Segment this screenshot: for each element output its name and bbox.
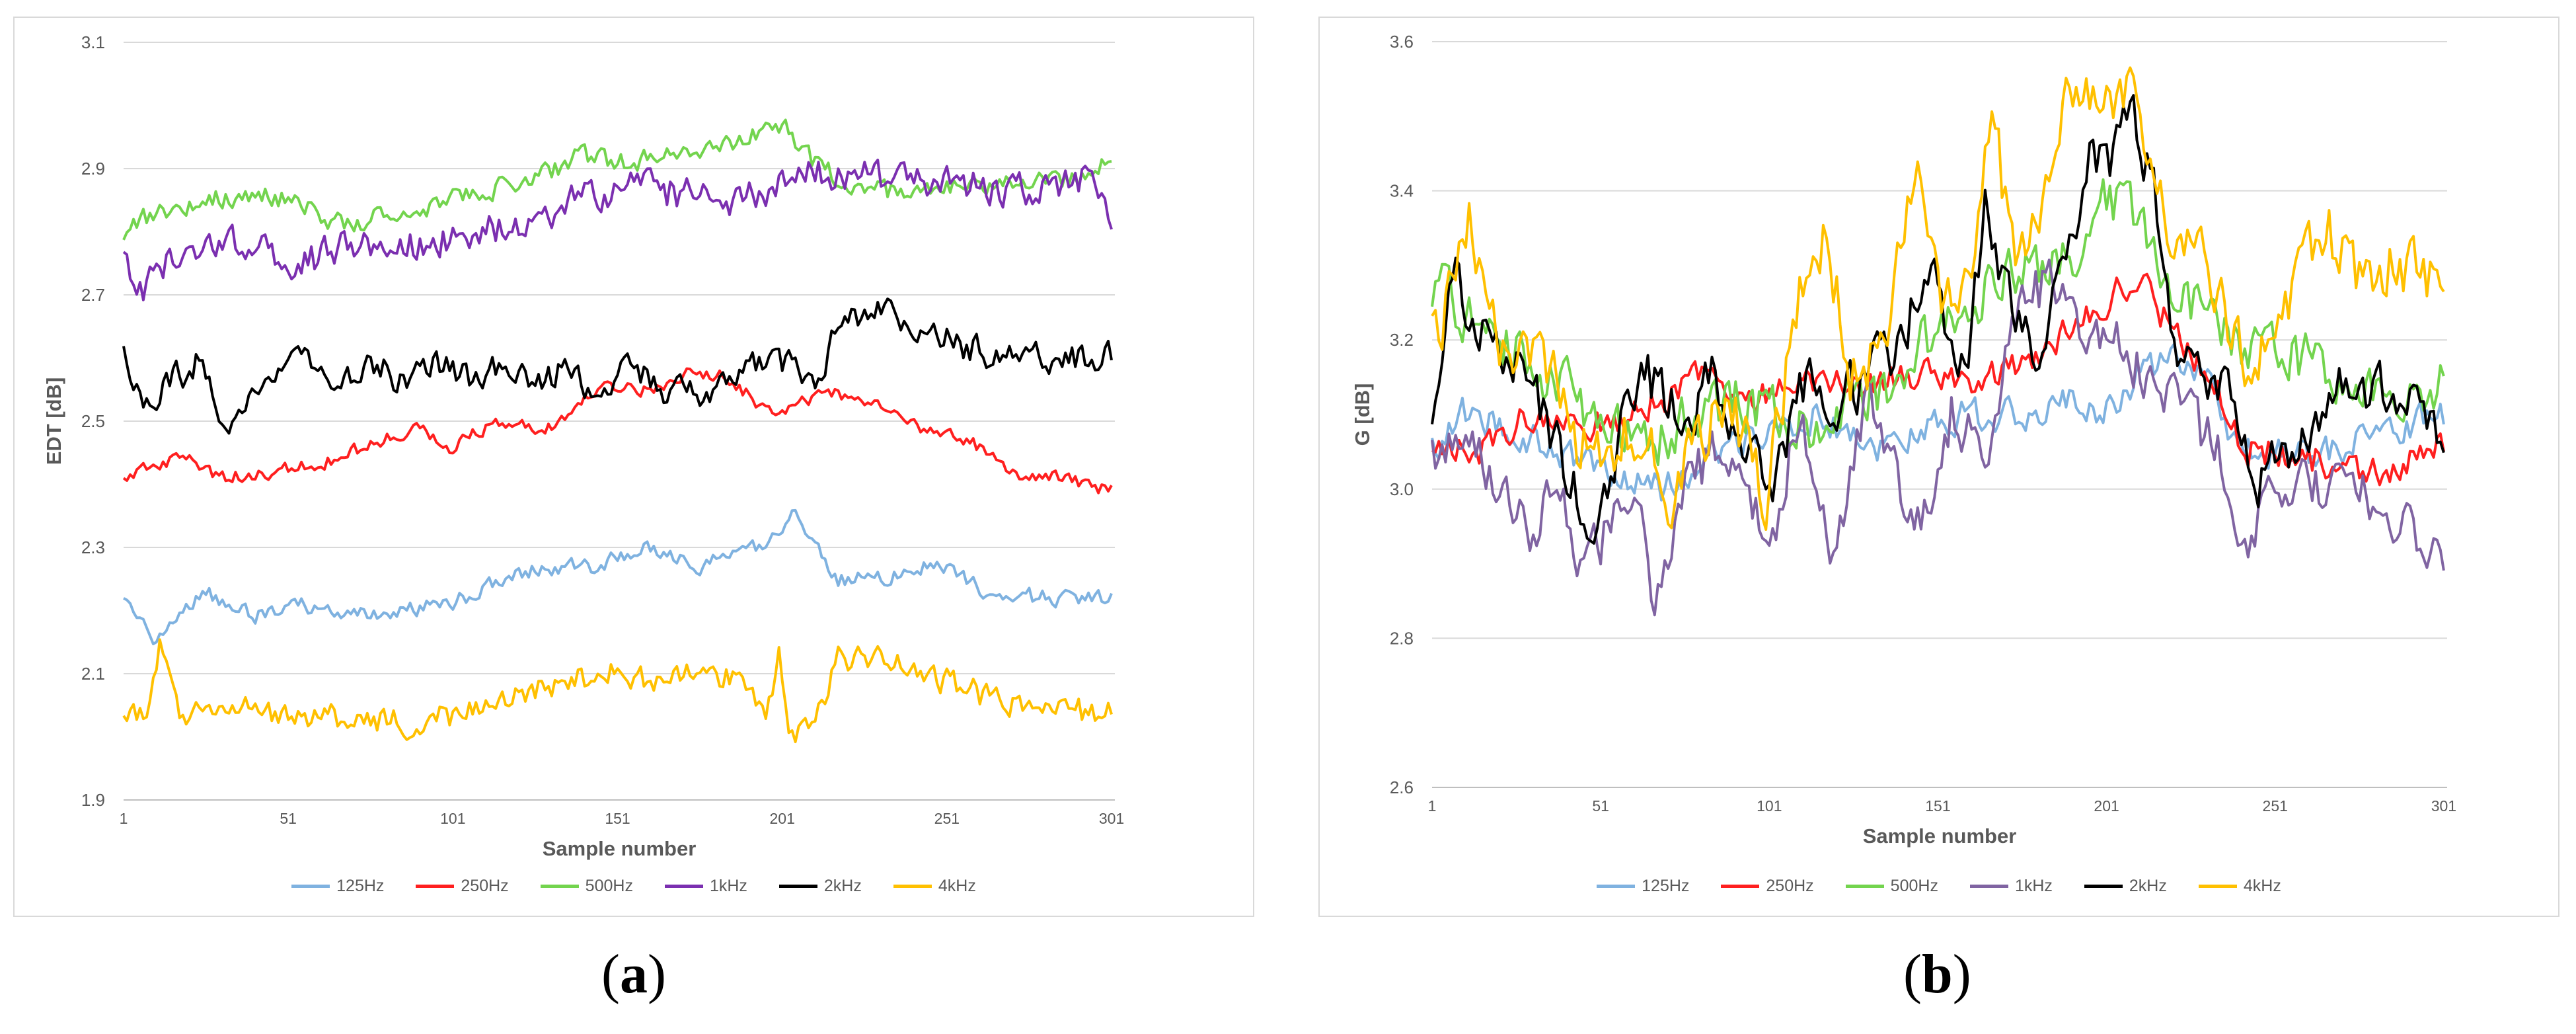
edt-y-tick-label: 2.9 — [81, 159, 105, 179]
legend-swatch — [778, 885, 817, 888]
edt-x-tick-label: 101 — [440, 810, 465, 827]
caption-b: (b) — [1903, 943, 1971, 1005]
edt-chart-panel: 1.9 2.1 2.3 2.5 2.7 2.9 3.1 1 51 101 151 201 251 301 S… — [13, 17, 1254, 917]
g-x-axis-label: Sample number — [1863, 824, 2017, 848]
g-series-4khz — [1431, 66, 2445, 531]
edt-legend-item-500hz: 500Hz — [540, 877, 633, 896]
legend-swatch — [893, 885, 932, 888]
g-y-tick-label: 2.6 — [1390, 777, 1414, 797]
edt-series-125hz — [123, 508, 1113, 645]
edt-x-tick-label: 301 — [1099, 810, 1124, 827]
legend-label: 250Hz — [1766, 877, 1814, 895]
edt-legend-item-1khz: 1kHz — [664, 877, 747, 896]
g-legend-item-250hz: 250Hz — [1721, 877, 1814, 896]
edt-series-1khz — [122, 159, 1113, 301]
edt-chart: 1.92.12.32.52.72.93.11 51 101 151 201 251 301S… — [42, 32, 1124, 860]
legend-label: 1kHz — [709, 877, 747, 895]
g-x-tick-label: 51 — [1592, 797, 1609, 815]
edt-y-tick-label: 1.9 — [81, 790, 105, 810]
g-chart-legend: 125Hz 250Hz 500Hz 1kHz 2kHz 4kHz — [1320, 877, 2558, 896]
g-y-tick-label: 3.4 — [1390, 181, 1414, 201]
edt-series-500hz — [122, 118, 1112, 241]
g-x-tick-label: 201 — [2094, 797, 2119, 815]
edt-y-tick-label: 2.3 — [81, 537, 105, 557]
legend-swatch — [540, 885, 579, 888]
g-x-tick-label: 251 — [2263, 797, 2288, 815]
legend-label: 4kHz — [2243, 877, 2281, 895]
legend-swatch — [1597, 885, 1636, 888]
edt-x-tick-label: 1 — [120, 810, 128, 827]
g-x-tick-label: 1 — [1428, 797, 1437, 815]
g-legend-item-4khz: 4kHz — [2198, 877, 2281, 896]
edt-series-250hz — [122, 367, 1113, 495]
g-y-tick-label: 2.8 — [1390, 628, 1414, 648]
legend-label: 4kHz — [938, 877, 976, 895]
g-x-tick-label: 101 — [1757, 797, 1782, 815]
g-y-tick-label: 3.6 — [1390, 32, 1414, 52]
edt-chart-legend: 125Hz 250Hz 500Hz 1kHz 2kHz 4kHz — [15, 877, 1253, 896]
edt-x-tick-label: 151 — [605, 810, 630, 827]
g-chart-panel: 2.6 2.8 3.0 3.2 3.4 3.6 1 51 101 151 201 251 301 Samp… — [1318, 17, 2559, 917]
edt-y-tick-label: 3.1 — [81, 32, 105, 52]
legend-swatch — [664, 885, 703, 888]
g-legend-item-125hz: 125Hz — [1597, 877, 1689, 896]
g-legend-item-1khz: 1kHz — [1969, 877, 2053, 896]
legend-swatch — [291, 885, 330, 888]
legend-label: 125Hz — [336, 877, 385, 895]
edt-legend-item-250hz: 250Hz — [416, 877, 509, 896]
edt-series-4khz — [122, 638, 1113, 744]
edt-x-tick-label: 201 — [769, 810, 794, 827]
edt-y-tick-label: 2.1 — [81, 664, 105, 684]
edt-y-tick-label: 2.5 — [81, 411, 105, 431]
legend-label: 125Hz — [1642, 877, 1690, 895]
legend-swatch — [2198, 885, 2237, 888]
g-y-axis-label: G [dB] — [1351, 383, 1374, 446]
legend-label: 2kHz — [2129, 877, 2167, 895]
caption-a: (a) — [601, 943, 666, 1005]
edt-x-tick-label: 51 — [280, 810, 297, 827]
g-series-1khz — [1431, 258, 2445, 617]
legend-swatch — [1845, 885, 1884, 888]
legend-label: 2kHz — [823, 877, 862, 895]
edt-series-2khz — [122, 298, 1113, 435]
legend-swatch — [416, 885, 455, 888]
g-series-500hz — [1431, 178, 2445, 467]
legend-label: 500Hz — [585, 877, 633, 895]
edt-legend-item-125hz: 125Hz — [291, 877, 384, 896]
legend-swatch — [1721, 885, 1760, 888]
g-legend-item-500hz: 500Hz — [1845, 877, 1938, 896]
g-x-tick-label: 151 — [1925, 797, 1950, 815]
legend-swatch — [1969, 885, 2008, 888]
g-y-tick-label: 3.0 — [1390, 479, 1414, 499]
g-y-tick-label: 3.2 — [1390, 330, 1414, 350]
legend-label: 500Hz — [1890, 877, 1938, 895]
edt-y-axis-label: EDT [dB] — [42, 378, 65, 465]
edt-x-tick-label: 251 — [934, 810, 960, 827]
g-legend-item-2khz: 2kHz — [2084, 877, 2167, 896]
edt-legend-item-4khz: 4kHz — [893, 877, 976, 896]
legend-label: 1kHz — [2014, 877, 2053, 895]
edt-legend-item-2khz: 2kHz — [778, 877, 862, 896]
edt-y-tick-label: 2.7 — [81, 285, 105, 305]
g-x-tick-label: 301 — [2431, 797, 2456, 815]
g-chart: 2.62.83.03.23.43.61 51 101 151 201 251 301Samp… — [1351, 32, 2456, 848]
edt-x-axis-label: Sample number — [543, 837, 697, 860]
legend-swatch — [2084, 885, 2123, 888]
legend-label: 250Hz — [461, 877, 509, 895]
